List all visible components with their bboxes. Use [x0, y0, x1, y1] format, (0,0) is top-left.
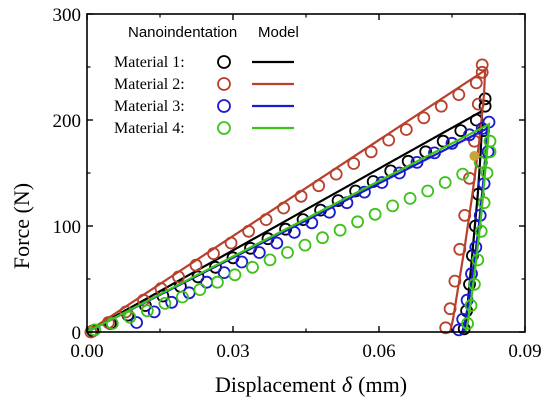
annotation-point [469, 151, 480, 161]
nano-point [403, 191, 417, 205]
legend-header-nanoindentation: Nanoindentation [128, 24, 237, 41]
legend-marker-material-1 [217, 55, 231, 69]
nano-point [480, 166, 494, 180]
legend: Nanoindentation Model Material 1: Material … [114, 24, 299, 137]
x-axis-title-text: Displacement [215, 372, 336, 397]
y-axis-title: Force (N) [9, 183, 34, 269]
nano-point [235, 255, 249, 269]
axes: 0.00 0.03 0.06 0.09 0 100 200 300 [53, 5, 542, 362]
legend-label-material-3: Material 3: [114, 98, 185, 115]
legend-marker-material-2 [217, 77, 231, 91]
nano-point [421, 184, 435, 198]
nano-point [298, 238, 312, 252]
nano-point [165, 295, 179, 309]
nano-point [252, 246, 266, 259]
nano-point [316, 231, 329, 245]
nano-point [281, 246, 294, 259]
nano-point [263, 253, 277, 267]
y-tick-label: 200 [53, 111, 82, 132]
nano-point [347, 157, 361, 170]
nano-point [147, 305, 161, 319]
nano-point [140, 304, 154, 318]
nano-point [452, 88, 466, 101]
nano-point [386, 199, 400, 213]
nano-point [475, 58, 489, 72]
plot-area [84, 58, 497, 339]
x-axis-title-unit: (mm) [358, 372, 407, 397]
nano-point [175, 290, 189, 304]
nano-point [333, 223, 347, 237]
nano-point [123, 310, 137, 324]
nano-point [351, 215, 365, 229]
y-tick-label: 100 [53, 217, 82, 238]
series-4 [86, 122, 497, 337]
legend-header-model: Model [258, 24, 299, 41]
legend-marker-material-3 [217, 99, 231, 113]
nano-point [475, 65, 489, 79]
legend-label-material-1: Material 1: [114, 54, 185, 71]
nano-point [210, 275, 224, 289]
nano-point [452, 323, 466, 337]
nano-point [469, 76, 483, 90]
legend-label-material-4: Material 4: [114, 120, 185, 137]
nano-point [158, 296, 172, 310]
nano-point [399, 123, 413, 136]
nano-point [474, 224, 488, 238]
legend-label-material-2: Material 2: [114, 76, 185, 93]
legend-marker-material-4 [217, 121, 231, 135]
x-tick-label: 0.03 [216, 341, 249, 362]
nano-point [483, 134, 497, 148]
x-tick-label: 0.09 [508, 341, 541, 362]
nano-point [217, 266, 231, 280]
x-axis-title-symbol: δ [342, 372, 353, 397]
axis-titles: Force (N) Displacement δ (mm) [9, 183, 407, 397]
model-line [86, 109, 484, 333]
nano-point [368, 207, 382, 221]
x-axis-title: Displacement δ (mm) [215, 372, 407, 397]
nano-point [477, 196, 491, 210]
y-tick-label: 0 [72, 323, 82, 344]
nano-point [417, 111, 431, 125]
x-tick-label: 0.06 [362, 341, 395, 362]
y-tick-label: 300 [53, 5, 82, 26]
model-line [86, 122, 491, 333]
model-line [86, 68, 487, 333]
nano-point [270, 236, 284, 250]
nano-point [438, 176, 452, 189]
nano-point [448, 274, 462, 288]
nano-point [193, 283, 207, 297]
x-tick-label: 0.00 [70, 341, 103, 362]
nano-point [246, 260, 259, 274]
nano-point [456, 167, 470, 181]
nano-point [478, 99, 492, 113]
nano-point [228, 268, 242, 282]
series-2 [84, 58, 489, 339]
nano-point [434, 99, 448, 113]
